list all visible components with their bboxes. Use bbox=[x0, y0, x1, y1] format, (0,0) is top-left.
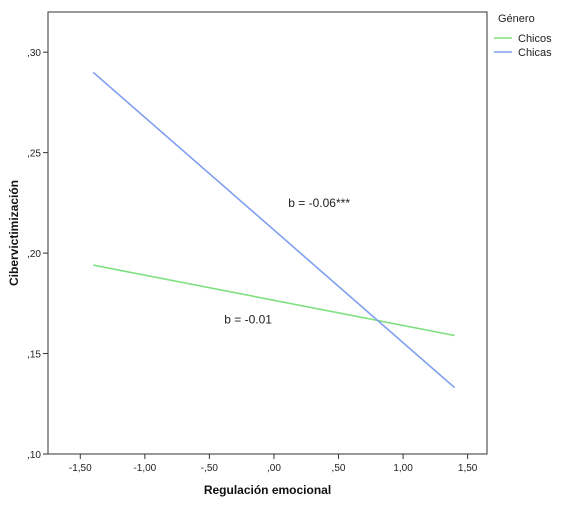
y-tick-label: ,20 bbox=[27, 249, 41, 260]
y-tick-label: ,30 bbox=[27, 48, 41, 59]
y-tick-label: ,10 bbox=[27, 450, 41, 461]
annotation-label: b = -0.01 bbox=[224, 312, 272, 326]
series-line-chicas bbox=[92, 71, 456, 389]
x-tick-label: ,50 bbox=[332, 463, 346, 474]
annotations: b = -0.06*** b = -0.01 bbox=[224, 196, 350, 327]
x-tick-label: -1,00 bbox=[133, 463, 156, 474]
legend-label-chicos: Chicos bbox=[518, 33, 552, 45]
x-tick-label: 1,50 bbox=[458, 463, 478, 474]
annotation-label: b = -0.06*** bbox=[288, 196, 350, 210]
y-axis-title: Cibervictimización bbox=[7, 180, 21, 286]
legend: Género Chicos Chicas bbox=[494, 13, 552, 59]
y-tick-label: ,25 bbox=[27, 149, 41, 160]
y-tick-label: ,15 bbox=[27, 350, 41, 361]
legend-title: Género bbox=[498, 13, 535, 25]
x-tick-label: -,50 bbox=[201, 463, 219, 474]
x-axis-title: Regulación emocional bbox=[204, 483, 331, 497]
x-tick-label: ,00 bbox=[267, 463, 281, 474]
x-tick-label: -1,50 bbox=[69, 463, 92, 474]
x-tick-label: 1,00 bbox=[393, 463, 413, 474]
series-line-chicos bbox=[93, 264, 455, 337]
y-axis-ticks: ,10 ,15 ,20 ,25 ,30 bbox=[27, 48, 48, 461]
plot-area-frame bbox=[47, 11, 488, 455]
x-axis-ticks: -1,50 -1,00 -,50 ,00 ,50 1,00 1,50 bbox=[69, 454, 478, 474]
legend-label-chicas: Chicas bbox=[518, 47, 552, 59]
series-lines bbox=[92, 71, 456, 389]
